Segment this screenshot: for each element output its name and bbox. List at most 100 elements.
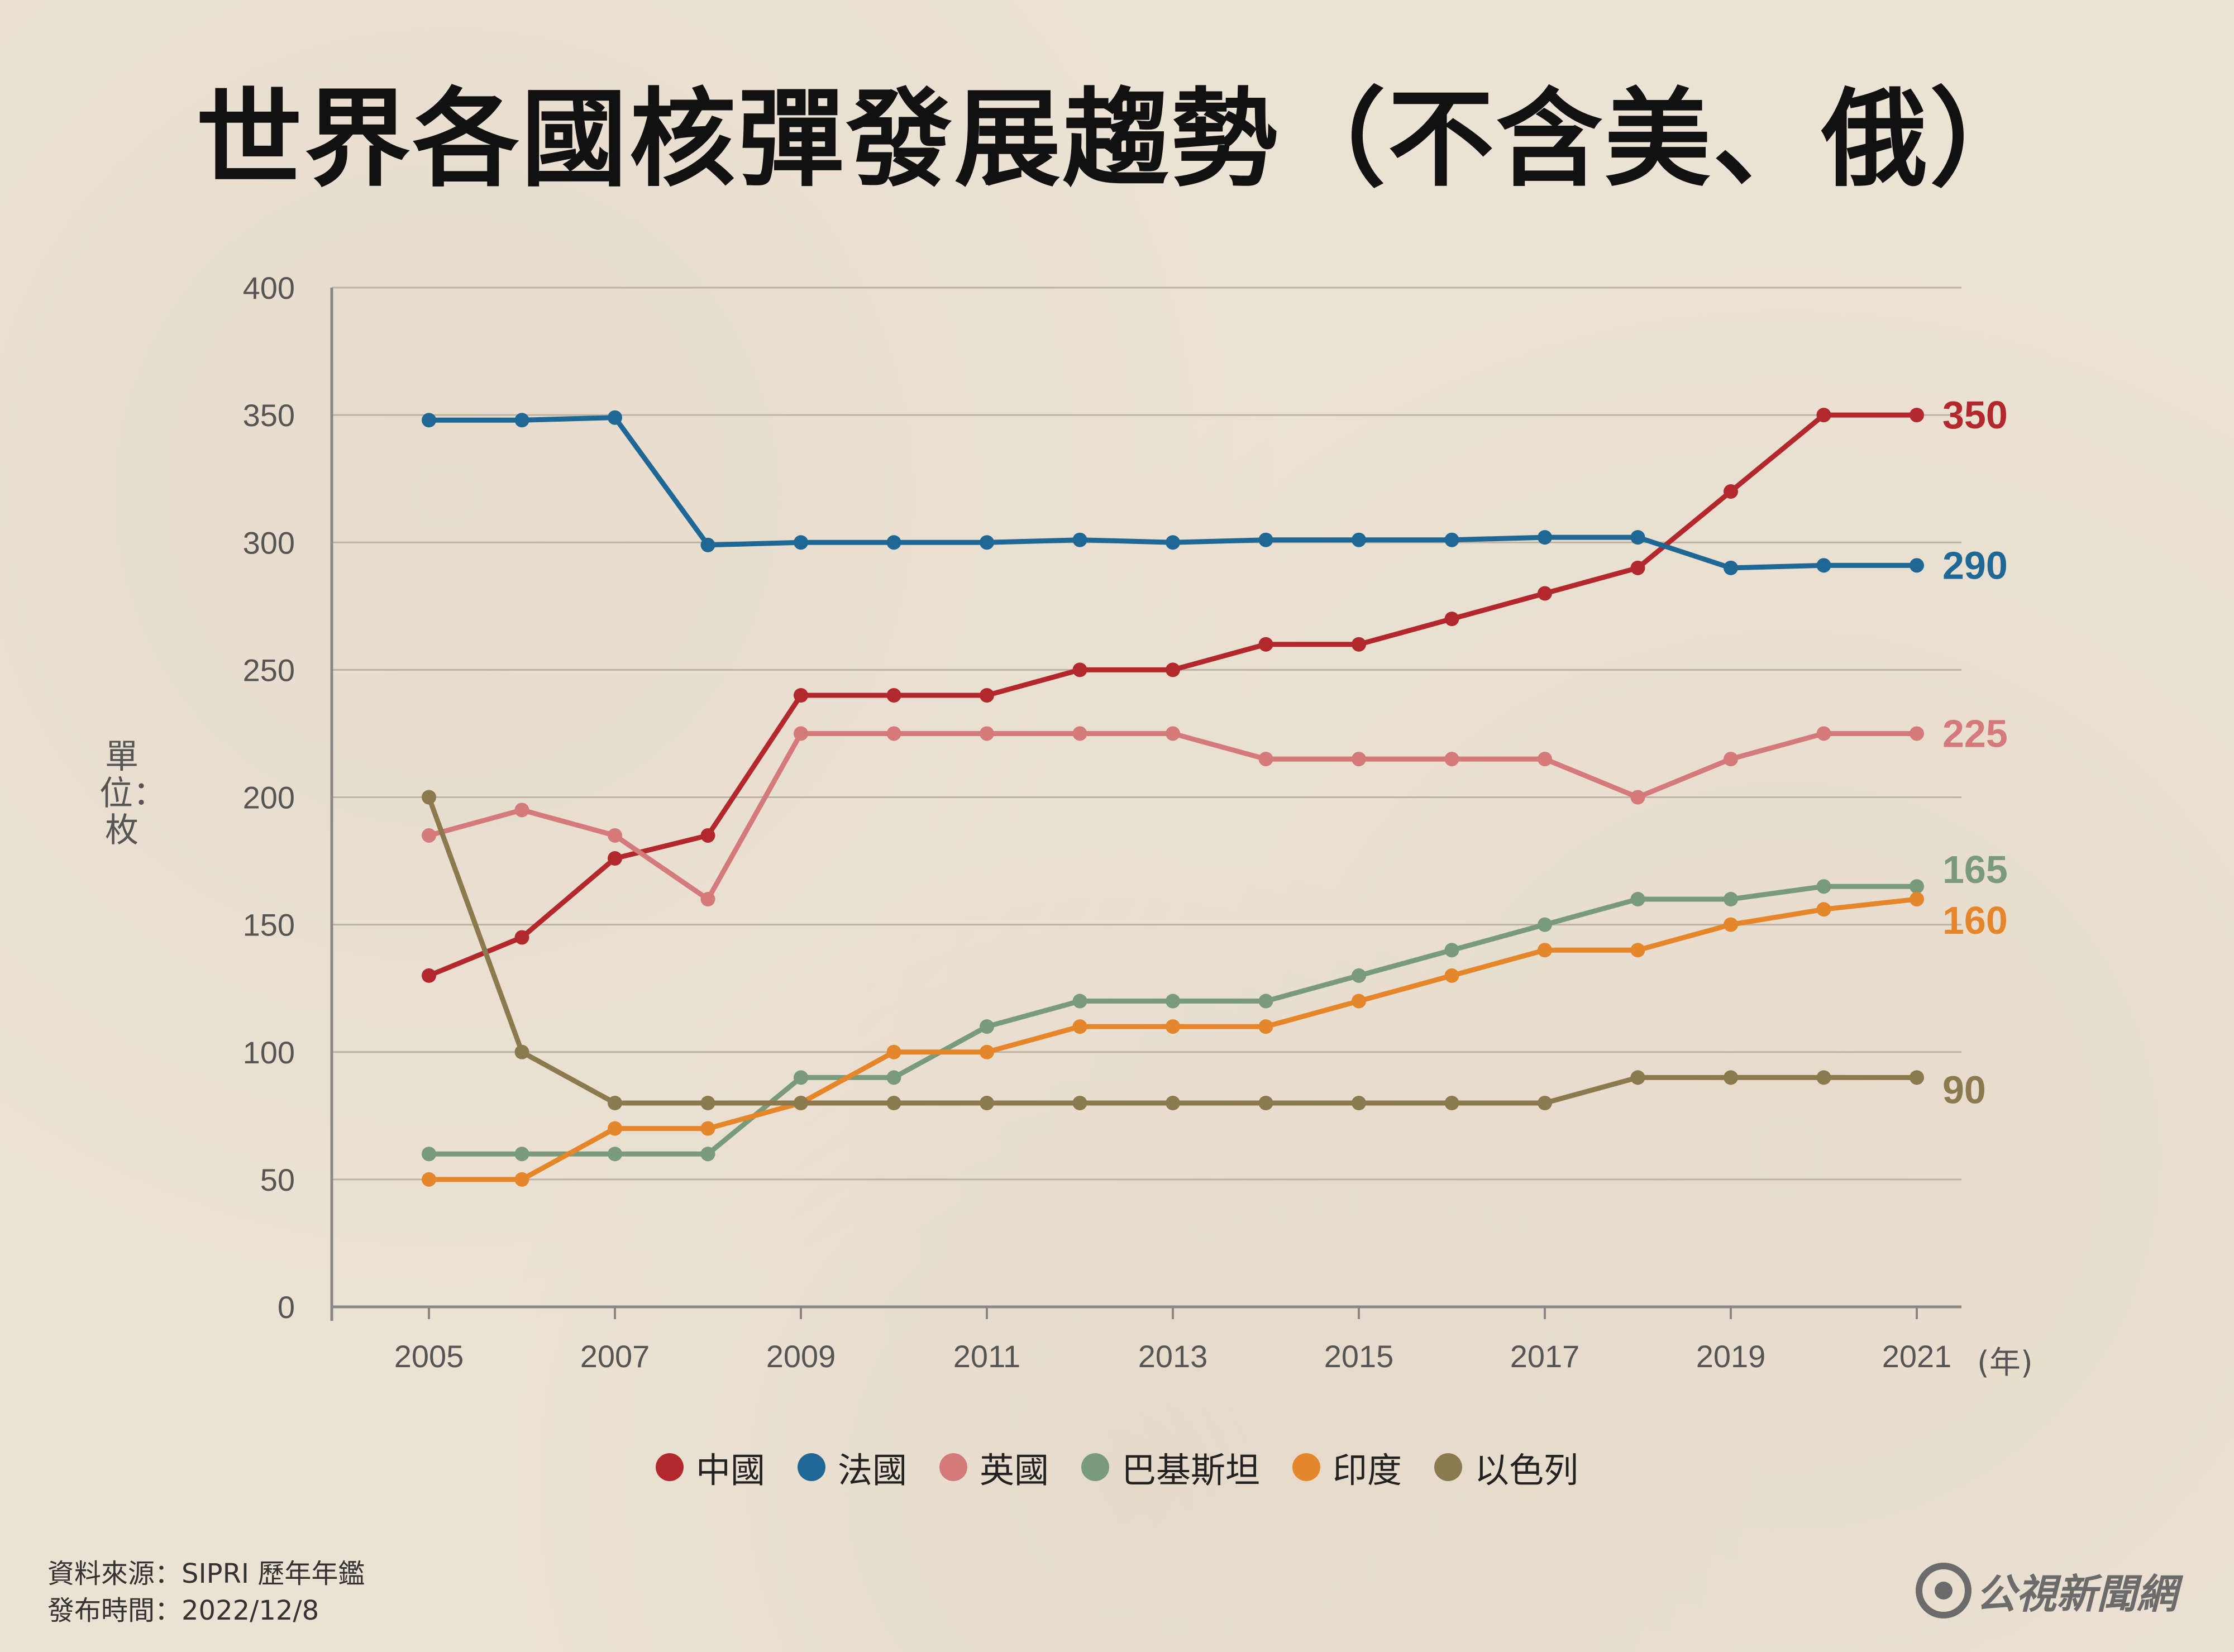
end-label-1: 290 <box>1942 543 2008 587</box>
legend-dot-icon <box>1292 1453 1321 1481</box>
data-point-4-2018 <box>1630 943 1645 958</box>
legend-dot-icon <box>1434 1453 1463 1481</box>
data-point-5-2020 <box>1816 1070 1831 1085</box>
data-point-3-2016 <box>1444 943 1459 958</box>
x-tick-2009: 2009 <box>766 1339 836 1374</box>
data-point-4-2016 <box>1444 968 1459 983</box>
series-line-2 <box>426 730 1920 902</box>
data-point-1-2019 <box>1724 560 1738 575</box>
data-point-4-2015 <box>1352 994 1366 1009</box>
y-tick-150: 150 <box>243 908 295 943</box>
data-point-3-2006 <box>514 1147 529 1162</box>
grid-lines <box>332 287 1961 1181</box>
data-point-1-2015 <box>1352 532 1366 547</box>
legend-dot-icon <box>655 1453 684 1481</box>
data-point-5-2021 <box>1910 1070 1924 1085</box>
chart-axes <box>330 288 1961 1321</box>
data-point-1-2009 <box>794 535 808 550</box>
legend-label: 法國 <box>837 1450 907 1491</box>
legend-label: 中國 <box>695 1450 765 1491</box>
end-label-2: 225 <box>1942 712 2008 755</box>
data-point-0-2017 <box>1538 586 1552 601</box>
legend-label: 印度 <box>1333 1450 1402 1491</box>
end-value-labels: 350 290 225 165 160 90 <box>1942 393 2008 1111</box>
data-point-4-2006 <box>514 1172 529 1187</box>
y-axis-label: 單位：枚 <box>99 737 166 850</box>
data-point-5-2014 <box>1258 1096 1273 1110</box>
legend-label: 英國 <box>979 1450 1049 1491</box>
data-point-5-2017 <box>1538 1096 1552 1110</box>
x-tick-2013: 2013 <box>1138 1339 1208 1374</box>
pts-news-logo: 公視新聞網 <box>1916 1561 2177 1620</box>
data-point-1-2010 <box>886 535 901 550</box>
data-point-5-2016 <box>1444 1096 1459 1110</box>
data-point-5-2009 <box>794 1096 808 1110</box>
series-points <box>422 408 1924 1187</box>
data-point-2-2008 <box>700 892 715 906</box>
data-point-2-2016 <box>1444 752 1459 767</box>
legend-label: 以色列 <box>1474 1450 1579 1491</box>
data-point-2-2015 <box>1352 752 1366 767</box>
y-tick-350: 350 <box>243 398 295 433</box>
legend-item-2: 英國 <box>939 1442 1049 1492</box>
data-point-1-2018 <box>1630 530 1645 545</box>
data-point-3-2007 <box>608 1147 622 1162</box>
data-point-5-2005 <box>422 790 436 805</box>
legend-dot-icon <box>1081 1453 1109 1481</box>
data-point-0-2016 <box>1444 612 1459 627</box>
data-point-4-2005 <box>422 1172 436 1187</box>
logo-text: 公視新聞網 <box>1976 1570 2178 1617</box>
data-point-5-2007 <box>608 1096 622 1110</box>
end-label-5: 90 <box>1942 1068 1986 1111</box>
x-axis-unit: (年) <box>1977 1345 2033 1381</box>
data-point-0-2015 <box>1352 637 1366 652</box>
data-point-4-2017 <box>1538 943 1552 958</box>
series-line-4 <box>426 896 1920 1182</box>
data-point-3-2019 <box>1724 892 1738 906</box>
source-info: 資料來源：SIPRI 歷年年鑑 發布時間：2022/12/8 <box>47 1555 365 1629</box>
logo-icon <box>1916 1562 1972 1618</box>
data-point-5-2012 <box>1072 1096 1087 1110</box>
y-tick-200: 200 <box>243 780 295 815</box>
data-point-2-2020 <box>1816 726 1831 741</box>
data-point-3-2015 <box>1352 968 1366 983</box>
data-point-5-2006 <box>514 1044 529 1059</box>
legend-item-0: 中國 <box>655 1442 765 1492</box>
x-tick-2017: 2017 <box>1510 1339 1580 1374</box>
x-tick-2015: 2015 <box>1324 1339 1394 1374</box>
data-point-0-2011 <box>980 688 994 703</box>
data-point-1-2021 <box>1910 558 1924 573</box>
legend-item-1: 法國 <box>797 1442 907 1492</box>
data-point-3-2017 <box>1538 917 1552 932</box>
y-tick-250: 250 <box>243 652 295 687</box>
data-point-5-2018 <box>1630 1070 1645 1085</box>
data-point-4-2019 <box>1724 917 1738 932</box>
data-point-0-2018 <box>1630 560 1645 575</box>
x-tick-2005: 2005 <box>394 1339 464 1374</box>
data-point-0-2012 <box>1072 662 1087 677</box>
data-point-1-2006 <box>514 413 529 428</box>
series-line-5 <box>426 795 1920 1106</box>
data-point-4-2007 <box>608 1121 622 1136</box>
data-point-2-2010 <box>886 726 901 741</box>
data-point-0-2006 <box>514 930 529 945</box>
data-point-1-2017 <box>1538 530 1552 545</box>
data-point-0-2008 <box>700 828 715 843</box>
data-point-2-2012 <box>1072 726 1087 741</box>
data-point-4-2014 <box>1258 1019 1273 1034</box>
data-point-2-2018 <box>1630 790 1645 805</box>
data-point-2-2013 <box>1166 726 1180 741</box>
data-point-4-2010 <box>886 1044 901 1059</box>
y-tick-0: 0 <box>278 1290 295 1325</box>
x-tick-2011: 2011 <box>953 1339 1020 1374</box>
series-line-0 <box>426 412 1920 978</box>
data-point-1-2020 <box>1816 558 1831 573</box>
data-point-0-2010 <box>886 688 901 703</box>
x-tick-2019: 2019 <box>1696 1339 1766 1374</box>
legend-item-3: 巴基斯坦 <box>1081 1442 1260 1492</box>
data-point-3-2011 <box>980 1019 994 1034</box>
data-point-2-2017 <box>1538 752 1552 767</box>
data-point-1-2008 <box>700 537 715 552</box>
